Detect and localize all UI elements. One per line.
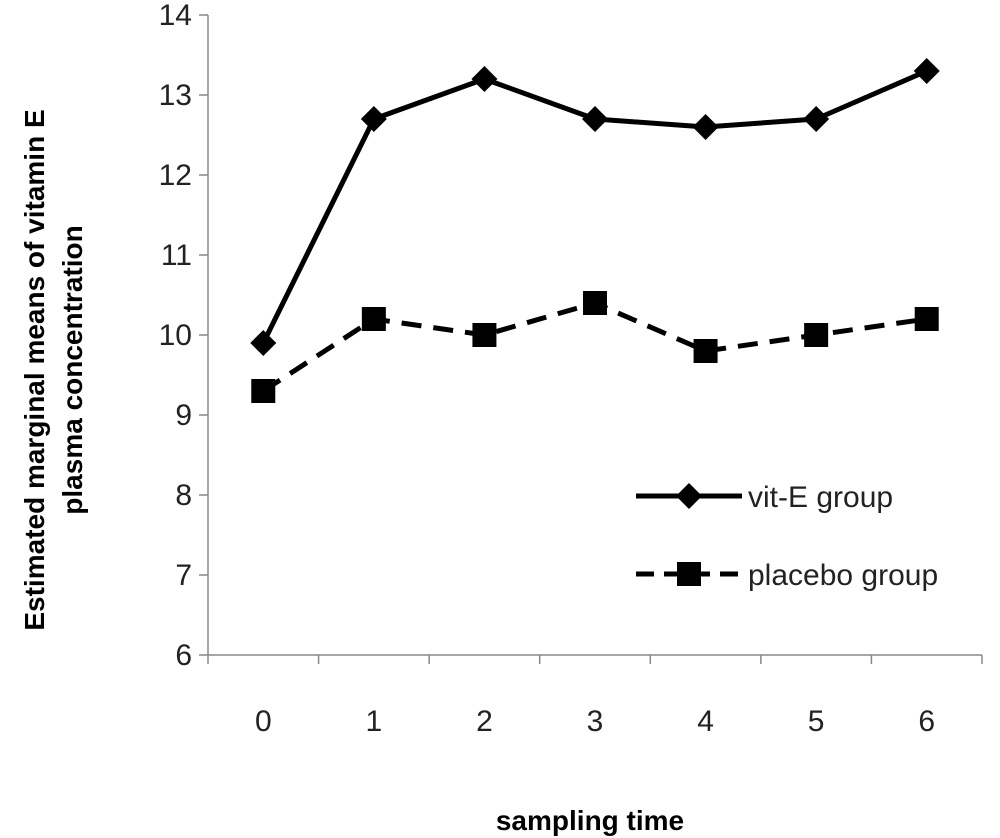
y-tick-label: 8 [175, 479, 192, 512]
y-tick-label: 6 [175, 639, 192, 672]
data-point-marker [472, 323, 497, 347]
data-point-marker [913, 58, 940, 84]
legend: vit-E group placebo group [636, 481, 938, 592]
x-tick-label: 5 [808, 705, 825, 738]
data-point-marker [251, 379, 276, 403]
x-axis-ticks: 0 1 2 3 4 5 6 [207, 655, 983, 738]
series-layer [250, 58, 940, 403]
x-axis-title: sampling time [496, 805, 684, 836]
data-point-marker [471, 66, 498, 92]
legend-item: vit-E group [636, 481, 893, 514]
legend-label: placebo group [748, 559, 938, 592]
data-point-marker [693, 339, 718, 363]
y-axis-title-line-1: Estimated marginal means of vitamin E [19, 109, 50, 630]
y-tick-label: 7 [175, 559, 192, 592]
data-point-marker [692, 114, 719, 140]
y-tick-label: 9 [175, 399, 192, 432]
data-point-marker [360, 106, 387, 132]
data-point-marker [582, 106, 608, 132]
series-placebo-group [251, 291, 939, 403]
y-tick-label: 14 [159, 0, 192, 32]
y-axis-title-line-2: plasma concentration [57, 225, 88, 514]
data-point-marker [361, 307, 386, 331]
legend-marker [676, 483, 702, 509]
x-tick-label: 0 [255, 705, 272, 738]
x-tick-label: 4 [697, 705, 714, 738]
y-tick-label: 12 [159, 159, 192, 192]
legend-item: placebo group [636, 559, 938, 592]
legend-label: vit-E group [748, 481, 893, 514]
legend-marker [677, 562, 701, 586]
data-point-marker [803, 106, 830, 132]
x-tick-label: 3 [587, 705, 604, 738]
y-tick-label: 11 [161, 239, 192, 272]
y-tick-label: 13 [159, 79, 192, 112]
y-tick-label: 10 [159, 319, 192, 352]
data-point-marker [914, 307, 939, 331]
x-tick-label: 1 [366, 705, 383, 738]
y-axis-ticks: 6 7 8 9 10 11 12 13 14 [159, 0, 208, 672]
x-tick-label: 6 [918, 705, 935, 738]
data-point-marker [583, 291, 607, 315]
data-point-marker [250, 330, 277, 356]
series-vit-e-group [250, 58, 940, 356]
x-tick-label: 2 [476, 705, 493, 738]
data-point-marker [804, 323, 829, 347]
